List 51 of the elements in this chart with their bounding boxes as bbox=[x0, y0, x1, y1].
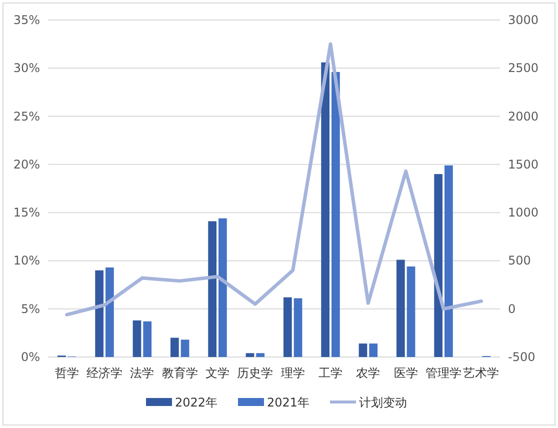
bar bbox=[358, 344, 368, 357]
y2-tick-label: 1000 bbox=[508, 206, 539, 220]
bar bbox=[332, 72, 340, 357]
legend-label: 2022年 bbox=[175, 396, 218, 410]
bar bbox=[132, 320, 142, 357]
x-tick-label: 艺术学 bbox=[463, 366, 500, 380]
y-tick-label: 15% bbox=[13, 206, 40, 220]
x-tick-label: 历史学 bbox=[237, 366, 274, 380]
bar bbox=[283, 297, 292, 357]
x-tick-label: 教育学 bbox=[162, 366, 198, 380]
y2-tick-label: 500 bbox=[508, 254, 531, 268]
x-tick-label: 哲学 bbox=[54, 366, 79, 380]
x-tick-label: 工学 bbox=[318, 366, 342, 380]
x-tick-label: 农学 bbox=[356, 366, 380, 380]
y-tick-label: 35% bbox=[13, 13, 40, 27]
bar bbox=[106, 267, 114, 357]
bar bbox=[180, 340, 190, 357]
y2-tick-label: -500 bbox=[508, 350, 536, 364]
y2-tick-label: 2000 bbox=[508, 109, 539, 124]
bar bbox=[143, 321, 152, 357]
bar bbox=[396, 260, 405, 357]
bar bbox=[406, 266, 416, 357]
bar bbox=[218, 218, 227, 357]
x-tick-label: 经济学 bbox=[86, 366, 122, 380]
y-tick-label: 0% bbox=[20, 350, 40, 364]
y-tick-label: 10% bbox=[13, 254, 40, 268]
y-tick-label: 30% bbox=[13, 61, 40, 76]
x-tick-label: 管理学 bbox=[426, 366, 462, 380]
legend-label: 计划变动 bbox=[359, 396, 407, 410]
bar bbox=[369, 344, 378, 357]
bar bbox=[208, 221, 216, 357]
y-tick-label: 20% bbox=[13, 157, 40, 172]
x-tick-label: 法学 bbox=[130, 366, 154, 380]
y2-tick-label: 2500 bbox=[508, 61, 539, 76]
bar bbox=[434, 174, 442, 357]
y2-tick-label: 1500 bbox=[508, 157, 539, 172]
y-tick-label: 5% bbox=[20, 302, 40, 316]
bar bbox=[444, 165, 453, 357]
bar bbox=[321, 62, 330, 357]
x-tick-label: 理学 bbox=[280, 366, 305, 380]
bar bbox=[170, 338, 179, 357]
bar bbox=[95, 270, 104, 357]
bar bbox=[256, 353, 265, 357]
y-tick-label: 25% bbox=[13, 109, 40, 124]
bar bbox=[294, 298, 302, 357]
x-tick-label: 医学 bbox=[394, 366, 418, 380]
y2-tick-label: 0 bbox=[508, 302, 516, 316]
legend-label: 2021年 bbox=[267, 396, 310, 410]
x-tick-label: 文学 bbox=[206, 366, 230, 380]
bar bbox=[246, 353, 254, 357]
y2-tick-label: 3000 bbox=[508, 13, 539, 27]
